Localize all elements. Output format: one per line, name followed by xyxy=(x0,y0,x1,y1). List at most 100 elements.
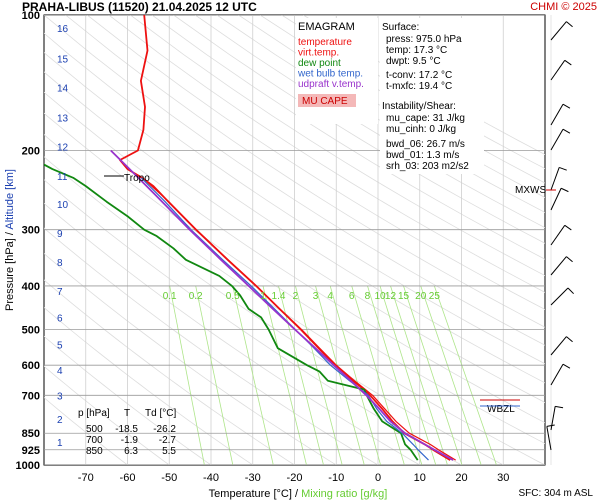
barb-flag xyxy=(564,59,572,66)
x-axis-label: Temperature [°C] xyxy=(209,488,292,500)
dry-adiabats xyxy=(44,15,545,465)
barb-shaft xyxy=(550,103,564,126)
dry-adiabat xyxy=(86,15,545,310)
wbzl-label: WBZL xyxy=(487,404,515,415)
barb-shaft xyxy=(550,188,562,211)
barb-flag xyxy=(562,128,571,134)
barb-shaft xyxy=(550,363,564,386)
barb-flag xyxy=(566,336,573,343)
barb-shaft xyxy=(550,128,564,151)
mixing-ratio-label: 0.2 xyxy=(189,291,203,302)
mixing-ratio-lines xyxy=(169,285,497,465)
altitude-labels: 16 15 14 13 12 11 10 9 8 7 6 5 4 3 2 1 xyxy=(57,24,69,449)
mixing-ratio-label: 3 xyxy=(313,291,319,302)
barb-flag xyxy=(555,405,564,409)
mixing-ratio-label: 0.5 xyxy=(226,291,240,302)
pressure-tick-labels: 100 200 300 400 500 600 700 850 925 1000 xyxy=(16,10,40,472)
legend-entry: temperature xyxy=(298,37,352,48)
mixing-ratio-line xyxy=(315,285,365,465)
x-tick-label: -20 xyxy=(287,472,303,484)
dry-adiabat xyxy=(44,71,545,403)
altitude-label: 9 xyxy=(57,229,63,240)
legend-entry: dew point xyxy=(298,58,341,69)
mixing-ratio-line xyxy=(379,285,437,465)
series-line xyxy=(110,149,454,461)
table-cell: -2.7 xyxy=(159,435,177,446)
x-tick-label: -60 xyxy=(120,472,136,484)
altitude-label: 4 xyxy=(57,366,63,377)
instability-heading: Instability/Shear: xyxy=(382,101,456,112)
altitude-label: 10 xyxy=(57,200,69,211)
mixing-ratio-label: 15 xyxy=(398,291,410,302)
table-header-p: p [hPa] xyxy=(78,408,110,419)
y-tick-label: 100 xyxy=(22,10,40,22)
surface-tmxfc: t-mxfc: 19.4 °C xyxy=(386,81,452,92)
mixing-ratio-line xyxy=(403,285,463,465)
barb-flag xyxy=(564,224,572,231)
mixing-ratio-line xyxy=(262,285,307,465)
inst-bwd-06: bwd_06: 26.7 m/s xyxy=(386,139,465,150)
y-tick-label: 500 xyxy=(22,325,40,337)
dry-adiabat xyxy=(173,15,545,244)
mixing-ratio-label: 1 xyxy=(260,291,266,302)
barb-shaft xyxy=(550,287,569,306)
y-tick-label: 600 xyxy=(22,360,40,372)
altitude-label: 3 xyxy=(57,391,63,402)
dry-adiabat xyxy=(44,91,545,424)
surface-press: press: 975.0 hPa xyxy=(386,34,462,45)
y-tick-label: 850 xyxy=(22,428,40,440)
mixing-ratio-label: 20 xyxy=(415,291,427,302)
dry-adiabat xyxy=(216,15,545,213)
info-panel xyxy=(380,18,484,174)
inst-bwd-01: bwd_01: 1.3 m/s xyxy=(386,150,459,161)
mixing-ratio-line xyxy=(232,285,274,465)
dry-adiabat xyxy=(44,52,545,384)
dry-adiabat xyxy=(108,15,545,293)
table-header-t: T xyxy=(124,408,130,419)
x-tick-label: 0 xyxy=(375,472,381,484)
x-tick-label: -70 xyxy=(78,472,94,484)
mixing-ratio-line xyxy=(420,285,482,465)
altitude-label: 13 xyxy=(57,114,69,125)
barb-shaft xyxy=(550,225,566,246)
mixing-ratio-line xyxy=(295,285,343,465)
altitude-label: 7 xyxy=(57,287,63,298)
surface-dwpt: dwpt: 9.5 °C xyxy=(386,56,441,67)
y-tick-label: 1000 xyxy=(16,460,40,472)
dry-adiabat xyxy=(44,32,545,365)
table-cell: 500 xyxy=(86,424,103,435)
inst-mu-cape: mu_cape: 31 J/kg xyxy=(386,113,465,124)
dry-adiabat xyxy=(194,15,545,229)
x-tick-label: 10 xyxy=(414,472,426,484)
table-cell: -26.2 xyxy=(153,424,176,435)
y-tick-label: 925 xyxy=(22,445,40,457)
barb-shaft xyxy=(550,21,567,41)
mixing-ratio-line xyxy=(329,285,381,465)
inst-srh-03: srh_03: 203 m2/s2 xyxy=(386,161,469,172)
x-tick-label: -40 xyxy=(203,472,219,484)
y-axis-label: Pressure [hPa] xyxy=(4,238,16,311)
legend-entry: udpraft v.temp. xyxy=(298,79,364,90)
barb-flag xyxy=(562,103,571,109)
table-cell: 850 xyxy=(86,446,103,457)
dry-adiabat xyxy=(44,15,545,346)
mixing-ratio-label: 1.4 xyxy=(272,291,286,302)
barb-shaft xyxy=(550,167,560,191)
mixing-ratio-label: 12 xyxy=(385,291,397,302)
altitude-label: 6 xyxy=(57,313,63,324)
mixing-ratio-label: 25 xyxy=(429,291,441,302)
legend-entry: wet bulb temp. xyxy=(297,69,363,80)
surface-tconv: t-conv: 17.2 °C xyxy=(386,70,452,81)
y-tick-label: 300 xyxy=(22,225,40,237)
barb-flag xyxy=(546,424,555,427)
barb-flag xyxy=(566,256,573,263)
x-axis-label2: Mixing ratio [g/kg] xyxy=(301,488,387,500)
mixing-ratio-line xyxy=(169,285,205,465)
y-tick-label: 200 xyxy=(22,145,40,157)
sfc-label: SFC: 304 m ASL xyxy=(519,488,594,499)
mixing-ratio-label: 4 xyxy=(327,291,333,302)
series-line xyxy=(44,163,419,461)
temperature-tick-labels: -70 -60 -50 -40 -30 -20 -10 0 10 20 30 xyxy=(78,472,510,484)
